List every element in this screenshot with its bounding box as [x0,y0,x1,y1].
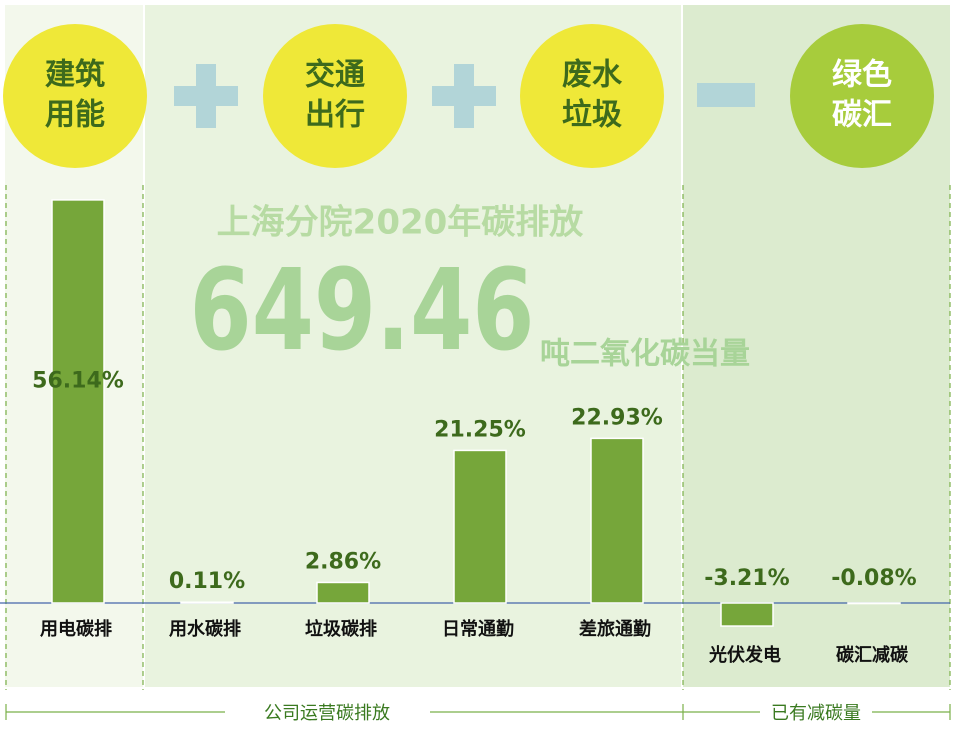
bar [316,581,370,604]
group-label: 公司运营碳排放 [264,703,390,724]
bubble-label: 废水 [562,58,623,93]
value-label: -0.08% [831,566,916,591]
category-label: 光伏发电 [708,644,781,666]
bar [847,602,901,605]
bar [180,601,234,604]
value-label: 2.86% [305,549,381,574]
category-label: 日常通勤 [442,618,514,640]
bubble-label: 建筑 [45,58,105,93]
category-label: 用电碳排 [40,618,112,640]
bar [51,199,105,604]
brackets [5,704,951,720]
category-label: 碳汇减碳 [836,644,909,666]
headline-total: 649.46 [190,246,535,376]
bar [720,602,774,627]
bubble-label: 出行 [305,98,365,133]
operators [174,64,755,128]
bar [453,449,507,604]
dividers [5,185,951,690]
value-label: 0.11% [169,569,245,594]
value-label: 56.14% [32,368,124,393]
bubble [790,24,934,168]
bubble-label: 绿色 [832,58,892,93]
value-label: 21.25% [434,417,526,442]
category-label: 用水碳排 [169,618,241,640]
category-label: 垃圾碳排 [305,618,377,640]
category-label: 差旅通勤 [579,618,651,640]
bubble-label: 碳汇 [832,98,892,133]
bubble-label: 垃圾 [562,98,622,133]
headline-title: 上海分院2020年碳排放 [217,203,584,243]
value-label: -3.21% [704,566,789,591]
bubble [3,24,147,168]
bubble [520,24,664,168]
bubble [263,24,407,168]
bubble-label: 交通 [305,58,365,93]
group-label: 已有减碳量 [771,703,861,724]
headline-unit: 吨二氧化碳当量 [540,337,750,372]
bubble-label: 用能 [45,98,105,133]
value-label: 22.93% [571,405,663,430]
bar [590,437,644,604]
